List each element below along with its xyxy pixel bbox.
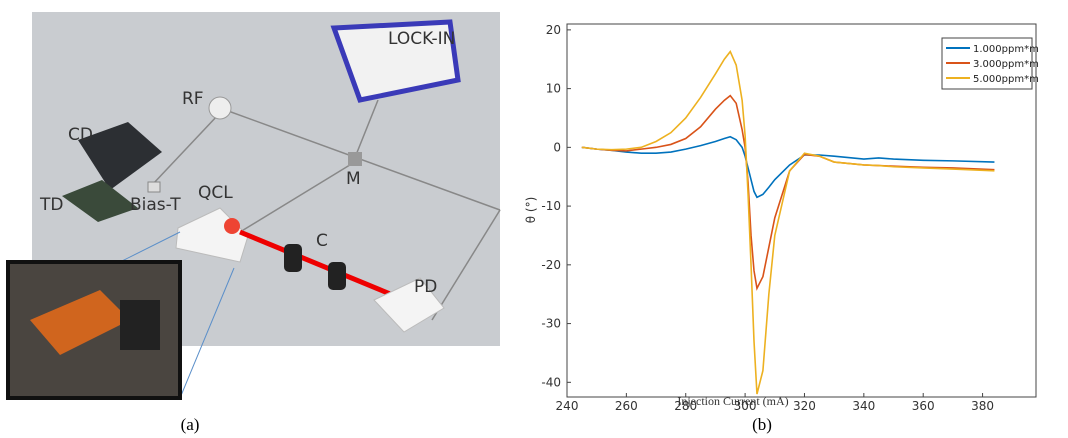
pd-box <box>373 277 445 333</box>
y-tick-label: -20 <box>541 258 561 272</box>
wire <box>239 159 359 233</box>
photo-mount <box>120 300 160 350</box>
label: QCL <box>198 183 233 203</box>
label: RF <box>182 89 204 109</box>
x-tick-label: 340 <box>852 399 875 413</box>
label: CD <box>68 125 93 145</box>
x-tick-label: 280 <box>674 399 697 413</box>
mixer <box>348 152 362 166</box>
series-line <box>581 50 995 395</box>
x-tick-label: 260 <box>615 399 638 413</box>
y-tick-label: -10 <box>541 199 561 213</box>
td-box <box>62 180 138 222</box>
x-tick-label: 240 <box>556 399 579 413</box>
y-tick-label: 0 <box>553 140 561 154</box>
label: LOCK-IN <box>388 29 455 49</box>
laser <box>224 218 240 234</box>
label: M <box>346 169 361 189</box>
cell-window <box>284 244 302 272</box>
cd-box <box>78 122 162 190</box>
caption: (a) <box>181 415 200 434</box>
beam <box>239 229 401 301</box>
bias-t <box>147 181 161 193</box>
lockin-box <box>330 19 461 103</box>
x-tick-label: 300 <box>734 399 757 413</box>
photo-device <box>30 290 130 355</box>
wire <box>151 114 219 186</box>
x-tick-label: 380 <box>971 399 994 413</box>
x-tick-label: 360 <box>912 399 935 413</box>
cell-window <box>328 262 346 290</box>
label: Bias-T <box>130 195 181 215</box>
callout <box>179 267 235 399</box>
callout <box>119 231 181 263</box>
wire <box>355 99 379 156</box>
rf-source <box>208 96 232 120</box>
y-tick-label: 10 <box>546 82 561 96</box>
wire <box>431 209 501 321</box>
x-tick-label: 320 <box>793 399 816 413</box>
legend-label: 5.000ppm*m <box>973 74 1039 85</box>
y-tick-label: 20 <box>546 23 561 37</box>
label: PD <box>414 277 437 297</box>
caption: (b) <box>752 415 772 434</box>
y-tick-label: -30 <box>541 317 561 331</box>
label: C <box>316 231 328 251</box>
legend-label: 3.000ppm*m <box>973 59 1039 70</box>
y-axis-label: θ (°) <box>524 197 538 224</box>
series-line <box>581 135 995 199</box>
y-tick-label: -40 <box>541 375 561 389</box>
label: TD <box>39 195 63 215</box>
legend-label: 1.000ppm*m <box>973 44 1039 55</box>
